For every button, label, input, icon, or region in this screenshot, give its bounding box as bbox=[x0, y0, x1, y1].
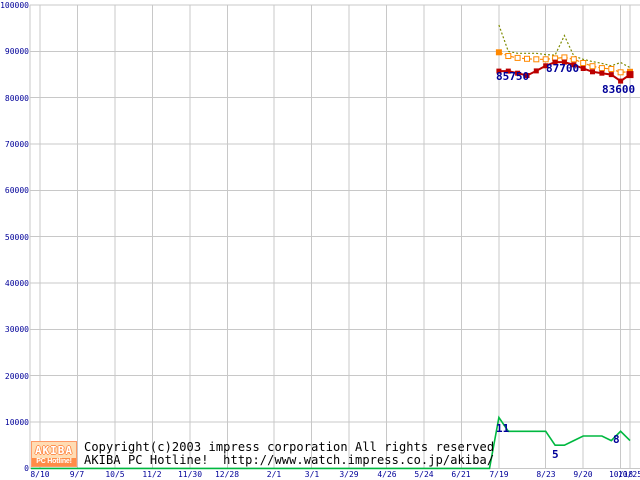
annotation-label: 87700 bbox=[546, 62, 580, 75]
x-tick-label: 6/21 bbox=[451, 470, 471, 479]
marker-lowest-price bbox=[618, 78, 624, 84]
x-tick-label: 3/29 bbox=[339, 470, 359, 479]
y-tick-label: 10000 bbox=[4, 418, 29, 427]
y-tick-label: 50000 bbox=[4, 233, 29, 242]
akiba-logo-title: AKIBA bbox=[34, 444, 74, 457]
marker-average-price bbox=[589, 63, 596, 70]
annotation-label: 11 bbox=[496, 422, 510, 435]
marker-lowest-price bbox=[533, 68, 539, 74]
y-tick-label: 40000 bbox=[4, 279, 29, 288]
akiba-logo: AKIBA PC Hotline! bbox=[31, 441, 77, 467]
marker-lowest-price bbox=[524, 73, 530, 78]
marker-lowest-price bbox=[505, 68, 511, 74]
copyright-line-1: Copyright(c)2003 impress corporation All… bbox=[84, 440, 495, 454]
annotation-label: 8 bbox=[613, 433, 620, 446]
marker-average-price bbox=[570, 56, 577, 63]
x-tick-label: 2/1 bbox=[266, 470, 282, 479]
series-highest-price bbox=[498, 24, 631, 69]
x-tick-label: 8/23 bbox=[536, 470, 556, 479]
y-tick-label: 70000 bbox=[4, 140, 29, 149]
marker-lowest-price bbox=[599, 70, 605, 76]
marker-average-price bbox=[617, 69, 624, 76]
marker-average-price bbox=[580, 60, 587, 66]
marker-average-price bbox=[495, 49, 502, 56]
marker-lowest-price bbox=[608, 72, 614, 78]
x-tick-label: 12/28 bbox=[214, 470, 240, 479]
y-tick-label: 100000 bbox=[0, 1, 29, 10]
marker-lowest-price bbox=[515, 70, 521, 76]
marker-average-price bbox=[561, 54, 568, 61]
x-tick-label: 9/20 bbox=[573, 470, 593, 479]
marker-average-price bbox=[598, 65, 605, 72]
x-tick-label: 4/26 bbox=[377, 470, 397, 479]
y-tick-label: 60000 bbox=[4, 186, 29, 195]
x-tick-label: 11/30 bbox=[177, 470, 203, 479]
marker-lowest-price bbox=[552, 59, 558, 65]
x-tick-label: 10/25 bbox=[617, 470, 640, 479]
y-tick-label: 90000 bbox=[4, 47, 29, 56]
akiba-logo-subtitle: PC Hotline! bbox=[32, 458, 76, 466]
marker-average-price bbox=[533, 56, 540, 63]
y-tick-label: 80000 bbox=[4, 94, 29, 103]
marker-lowest-price bbox=[496, 68, 502, 74]
x-tick-label: 10/18 bbox=[608, 470, 634, 479]
y-tick-label: 0 bbox=[24, 464, 29, 473]
series-shop-count bbox=[31, 415, 631, 470]
x-tick-label: 8/10 bbox=[30, 470, 50, 479]
x-tick-label: 11/2 bbox=[142, 470, 162, 479]
marker-lowest-price bbox=[626, 71, 634, 79]
marker-average-price bbox=[524, 55, 530, 62]
annotation-label: 85750 bbox=[496, 70, 530, 83]
marker-lowest-price bbox=[580, 66, 586, 71]
marker-average-price bbox=[505, 53, 512, 59]
y-tick-label: 30000 bbox=[4, 325, 29, 334]
marker-average-price bbox=[608, 66, 615, 72]
marker-lowest-price bbox=[543, 63, 549, 69]
marker-average-price bbox=[514, 54, 521, 61]
y-tick-label: 20000 bbox=[4, 372, 29, 381]
marker-lowest-price bbox=[590, 69, 595, 75]
annotation-label: 83600 bbox=[602, 83, 636, 96]
marker-average-price bbox=[542, 56, 549, 63]
copyright-line-2: AKIBA PC Hotline! http://www.watch.impre… bbox=[84, 453, 495, 467]
x-tick-label: 10/5 bbox=[105, 470, 125, 479]
x-tick-label: 9/7 bbox=[69, 470, 85, 479]
x-tick-label: 3/1 bbox=[304, 470, 320, 479]
x-tick-label: 5/24 bbox=[414, 470, 434, 479]
marker-lowest-price bbox=[561, 59, 567, 65]
marker-lowest-price bbox=[571, 62, 577, 68]
x-tick-label: 7/19 bbox=[489, 470, 509, 479]
annotation-label: 5 bbox=[552, 448, 559, 461]
